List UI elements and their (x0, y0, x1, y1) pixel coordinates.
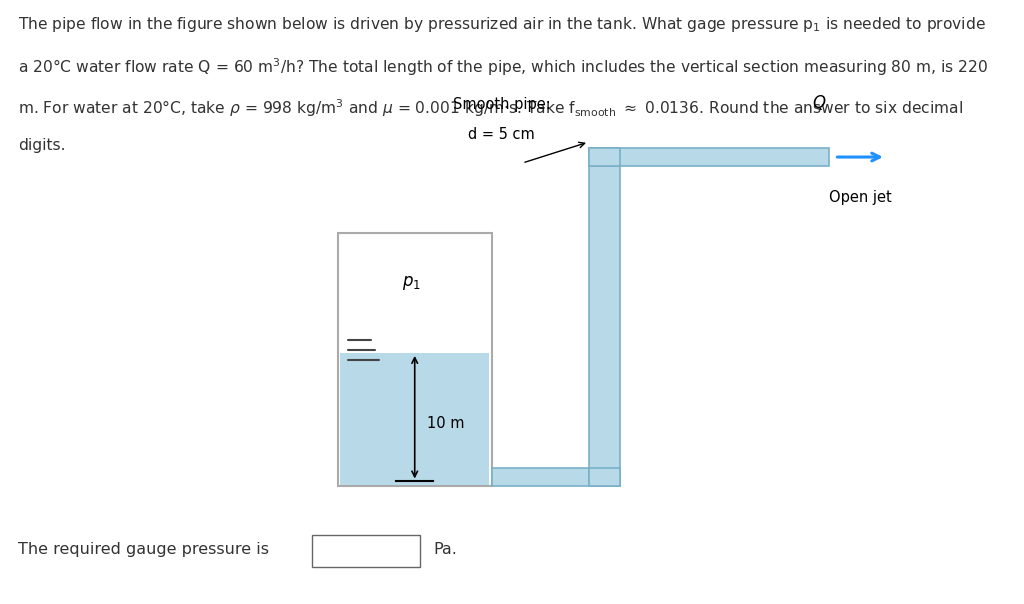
Bar (338, 233, 492, 486)
Bar (589, 148, 829, 166)
Text: 10 m: 10 m (427, 416, 465, 431)
Bar (340, 353, 489, 485)
Bar (589, 148, 620, 166)
Text: The pipe flow in the figure shown below is driven by pressurized air in the tank: The pipe flow in the figure shown below … (18, 15, 986, 34)
Text: $Q$: $Q$ (812, 93, 826, 112)
FancyBboxPatch shape (312, 535, 420, 567)
Text: $p_1$: $p_1$ (402, 274, 421, 292)
Text: m. For water at 20°C, take $\rho$ = 998 kg/m$^3$ and $\mu$ = 0.001 kg/m·s. Take : m. For water at 20°C, take $\rho$ = 998 … (18, 97, 964, 119)
Text: digits.: digits. (18, 138, 66, 153)
Text: Pa.: Pa. (433, 542, 457, 557)
Text: d = 5 cm: d = 5 cm (468, 127, 536, 142)
Bar (589, 468, 620, 486)
Bar (589, 148, 620, 486)
Bar (492, 468, 620, 486)
Text: The required gauge pressure is: The required gauge pressure is (18, 542, 269, 557)
Text: a 20°C water flow rate Q = 60 m$^3$/h? The total length of the pipe, which inclu: a 20°C water flow rate Q = 60 m$^3$/h? T… (18, 56, 989, 78)
Text: Open jet: Open jet (828, 190, 892, 205)
Text: Smooth pipe:: Smooth pipe: (453, 97, 551, 112)
